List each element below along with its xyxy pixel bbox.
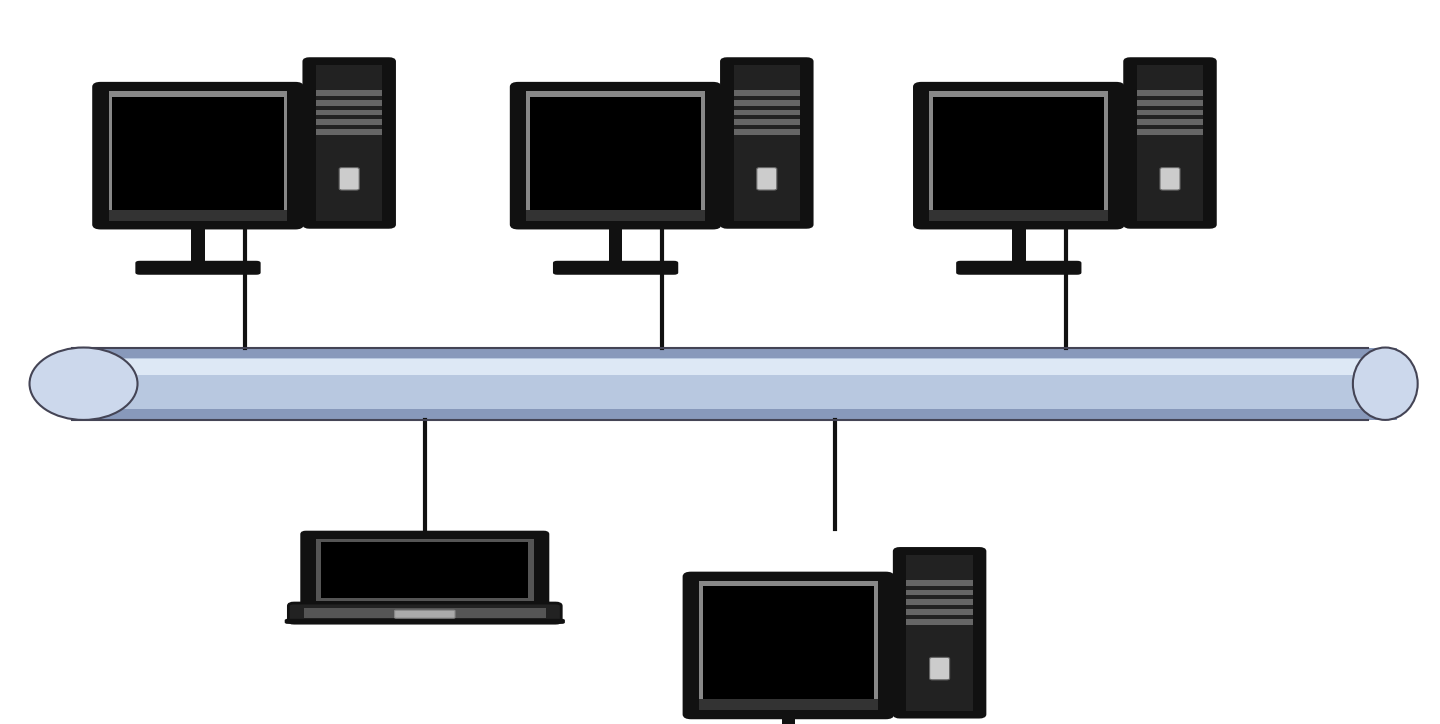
Bar [1136, 109, 1204, 115]
Bar [703, 586, 874, 708]
Bar [315, 64, 383, 222]
Bar [698, 581, 878, 710]
Bar [906, 619, 973, 625]
Bar [304, 608, 546, 618]
FancyBboxPatch shape [914, 83, 1123, 228]
Bar [526, 90, 706, 221]
Bar [72, 358, 1397, 409]
FancyBboxPatch shape [894, 549, 985, 717]
Bar [698, 699, 878, 710]
FancyBboxPatch shape [930, 657, 949, 680]
Ellipse shape [1354, 348, 1417, 420]
FancyBboxPatch shape [511, 83, 720, 228]
FancyBboxPatch shape [1161, 168, 1179, 190]
FancyBboxPatch shape [135, 261, 261, 274]
Bar [315, 109, 383, 115]
Bar [315, 129, 383, 135]
FancyBboxPatch shape [301, 532, 547, 608]
Bar [929, 209, 1109, 221]
Bar [315, 119, 383, 125]
FancyBboxPatch shape [94, 83, 302, 228]
Bar [315, 539, 534, 601]
Bar [530, 97, 701, 219]
FancyBboxPatch shape [288, 603, 562, 623]
Bar [733, 100, 801, 106]
Bar [906, 555, 973, 711]
Bar [1136, 129, 1204, 135]
Bar [906, 589, 973, 595]
Bar [782, 712, 795, 724]
Bar [906, 580, 973, 586]
Bar [315, 90, 383, 96]
FancyBboxPatch shape [285, 619, 564, 624]
Bar [906, 609, 973, 615]
Bar [733, 90, 801, 96]
Bar [733, 109, 801, 115]
Bar [526, 209, 706, 221]
Bar [1136, 100, 1204, 106]
Bar [1136, 90, 1204, 96]
FancyBboxPatch shape [553, 261, 678, 274]
FancyBboxPatch shape [1125, 59, 1215, 227]
Bar [321, 542, 528, 598]
Bar [72, 359, 1397, 375]
Bar [733, 119, 801, 125]
Bar [933, 97, 1104, 219]
Bar [1136, 119, 1204, 125]
Bar [315, 100, 383, 106]
Bar [733, 129, 801, 135]
FancyBboxPatch shape [395, 610, 455, 618]
Bar [108, 209, 288, 221]
FancyBboxPatch shape [757, 168, 776, 190]
Bar [1012, 223, 1025, 263]
Bar [1136, 64, 1204, 222]
Bar [733, 64, 801, 222]
Bar [112, 97, 284, 219]
Bar [108, 90, 288, 221]
FancyBboxPatch shape [340, 168, 359, 190]
FancyBboxPatch shape [956, 261, 1081, 274]
FancyBboxPatch shape [304, 59, 395, 227]
Ellipse shape [29, 348, 137, 420]
Bar [72, 348, 1397, 420]
Bar [609, 223, 622, 263]
Bar [929, 90, 1109, 221]
Bar [192, 223, 204, 263]
Bar [906, 599, 973, 605]
FancyBboxPatch shape [721, 59, 812, 227]
FancyBboxPatch shape [684, 573, 893, 717]
